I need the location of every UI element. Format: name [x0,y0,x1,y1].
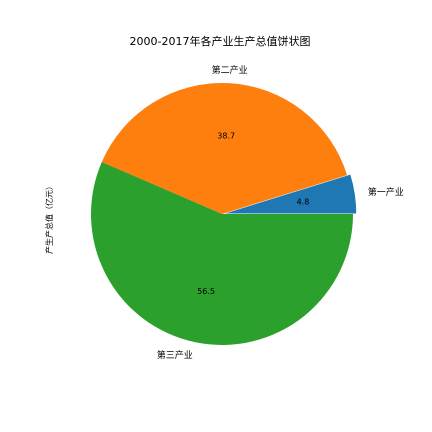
y-axis-label: 产生产总值（亿元） [44,182,54,254]
slice-label-2: 第二产业 [212,64,248,76]
pie-slice-2 [101,83,348,215]
chart-title: 2000-2017年各产业生产总值饼状图 [130,34,311,48]
slice-value-1: 4.8 [297,198,310,207]
slice-value-2: 38.7 [217,132,235,141]
pie-slice-1 [225,174,357,214]
slice-label-1: 第一产业 [368,186,404,198]
pie-slice-3 [91,161,353,345]
slices-layer [91,83,357,345]
slice-value-3: 56.5 [197,287,215,296]
slice-label-3: 第三产业 [157,349,193,361]
labels-layer: 第一产业 4.8 第二产业 38.7 第三产业 56.5 [157,64,404,361]
